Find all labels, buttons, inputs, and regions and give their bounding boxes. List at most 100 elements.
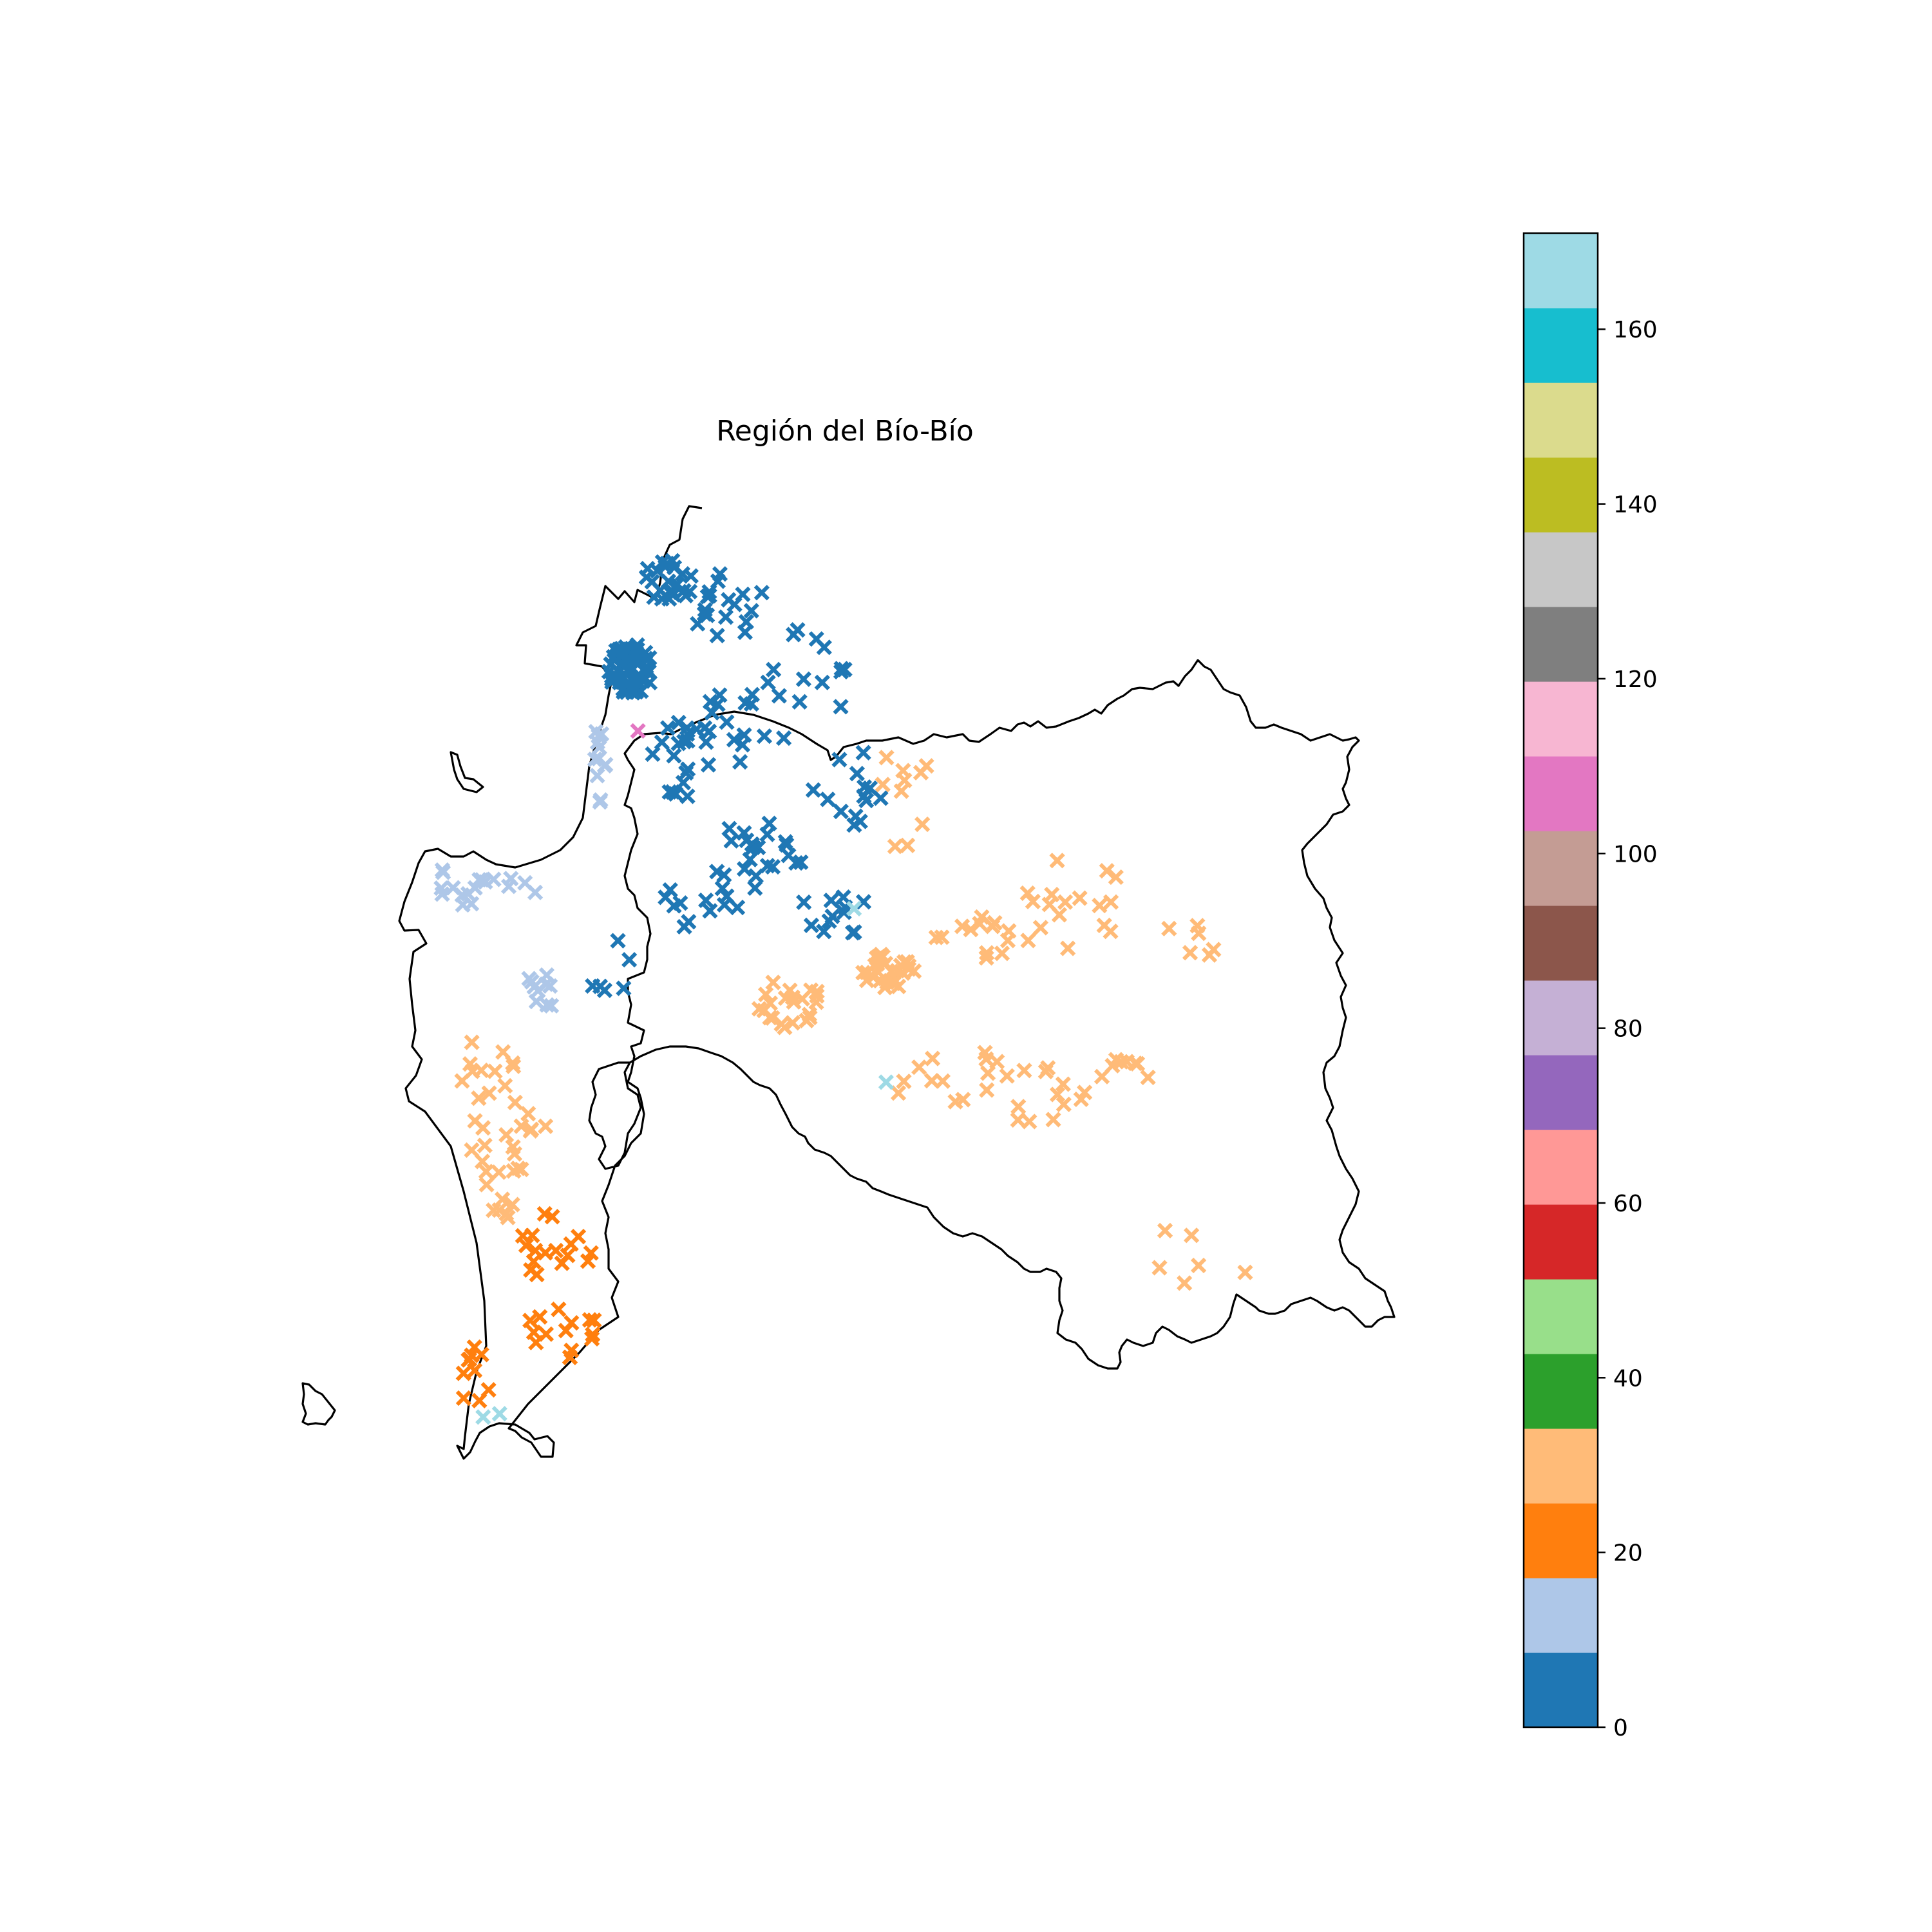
observation-marker xyxy=(1025,893,1041,910)
observation-marker xyxy=(1140,1069,1156,1086)
observation-marker xyxy=(898,954,914,971)
colorbar-tick-label: 80 xyxy=(1613,1016,1643,1043)
colorbar-segment xyxy=(1524,1428,1598,1504)
observation-marker xyxy=(461,1351,478,1367)
colorbar-tick-label: 40 xyxy=(1613,1365,1643,1392)
observation-marker xyxy=(726,732,743,748)
observation-marker xyxy=(934,1073,951,1089)
observation-marker xyxy=(846,900,862,917)
observation-marker xyxy=(723,833,739,849)
observation-marker xyxy=(980,1065,996,1081)
observation-marker xyxy=(1021,1113,1037,1130)
observation-marker xyxy=(471,1392,488,1409)
island-mocha xyxy=(301,1382,336,1426)
observation-marker xyxy=(582,1312,598,1328)
observation-marker xyxy=(636,663,652,679)
observation-marker xyxy=(790,622,806,638)
observation-marker xyxy=(539,997,555,1013)
observation-marker xyxy=(1056,1096,1072,1113)
observation-marker xyxy=(717,609,734,625)
observation-marker xyxy=(743,603,759,619)
observation-marker xyxy=(765,974,781,990)
observation-marker xyxy=(775,730,792,746)
observation-marker xyxy=(616,647,632,663)
colorbar-segment xyxy=(1524,1354,1598,1429)
observation-marker xyxy=(719,888,735,904)
observation-marker xyxy=(494,1191,511,1208)
observation-marker xyxy=(676,734,692,750)
observation-marker xyxy=(471,1090,487,1106)
observation-marker xyxy=(473,1062,489,1079)
observation-marker xyxy=(878,750,895,766)
observation-marker xyxy=(753,585,770,601)
observation-marker xyxy=(698,734,714,750)
observation-marker xyxy=(872,972,888,989)
colorbar-segment xyxy=(1524,233,1598,308)
region-map xyxy=(301,505,1396,1460)
observation-marker xyxy=(954,918,971,934)
observation-marker xyxy=(491,1164,507,1180)
observation-marker xyxy=(462,1056,478,1072)
observation-marker xyxy=(524,1227,540,1244)
observation-marker xyxy=(978,950,994,966)
observation-marker xyxy=(816,923,832,940)
observation-marker xyxy=(478,1164,494,1180)
observation-marker xyxy=(729,900,746,916)
observation-marker xyxy=(644,574,660,590)
observation-marker xyxy=(1016,1063,1032,1079)
observation-marker xyxy=(1157,1222,1173,1239)
observation-marker xyxy=(869,956,886,972)
observation-marker xyxy=(702,903,718,919)
observation-marker xyxy=(756,728,773,744)
observation-marker xyxy=(658,587,674,603)
observation-marker xyxy=(520,1106,536,1122)
observation-marker xyxy=(543,998,560,1014)
observation-marker xyxy=(1151,1260,1168,1276)
observation-marker xyxy=(526,1324,542,1340)
observation-marker xyxy=(895,762,911,779)
observation-marker xyxy=(621,952,638,968)
observation-marker xyxy=(712,566,728,582)
observation-marker xyxy=(532,1309,548,1325)
observation-marker xyxy=(1049,853,1065,869)
observation-marker xyxy=(719,714,735,730)
observation-marker xyxy=(1020,933,1036,949)
observation-marker xyxy=(1057,894,1074,910)
region-boundary xyxy=(398,505,1396,1460)
observation-marker xyxy=(662,882,678,898)
observation-marker xyxy=(808,631,824,647)
observation-marker xyxy=(873,946,889,963)
observation-marker xyxy=(610,933,626,949)
observation-marker xyxy=(893,783,909,799)
observation-marker xyxy=(831,752,848,768)
observation-marker xyxy=(803,917,820,934)
observation-marker xyxy=(587,751,603,768)
observation-marker xyxy=(802,1009,818,1026)
observation-marker xyxy=(779,837,795,853)
observation-marker xyxy=(1055,1076,1071,1092)
observation-marker xyxy=(681,583,698,600)
observation-marker xyxy=(1096,917,1112,934)
colorbar-tick-label: 0 xyxy=(1613,1715,1628,1741)
observation-marker xyxy=(538,967,555,983)
colorbar-tick-label: 100 xyxy=(1613,841,1658,867)
observation-marker xyxy=(979,945,995,961)
observation-marker xyxy=(805,782,821,798)
observation-marker xyxy=(885,975,901,992)
observation-marker xyxy=(900,837,916,853)
observation-marker xyxy=(475,1120,491,1136)
observation-marker xyxy=(700,757,717,773)
observation-marker xyxy=(639,560,656,577)
observation-marker xyxy=(890,1085,907,1101)
observation-marker xyxy=(1127,1056,1143,1072)
observation-marker xyxy=(464,1034,480,1050)
colorbar-tick-label: 20 xyxy=(1613,1540,1643,1567)
observation-marker xyxy=(518,1237,535,1254)
observation-marker xyxy=(734,737,751,753)
colorbar-segment xyxy=(1524,1130,1598,1205)
observation-marker xyxy=(455,1390,472,1406)
colorbar-ticks: 0 20 40 60 80 100 120 140 160 xyxy=(1598,317,1658,1741)
observation-marker xyxy=(795,671,812,687)
observation-marker xyxy=(611,671,627,687)
observation-marker xyxy=(1010,1099,1027,1115)
